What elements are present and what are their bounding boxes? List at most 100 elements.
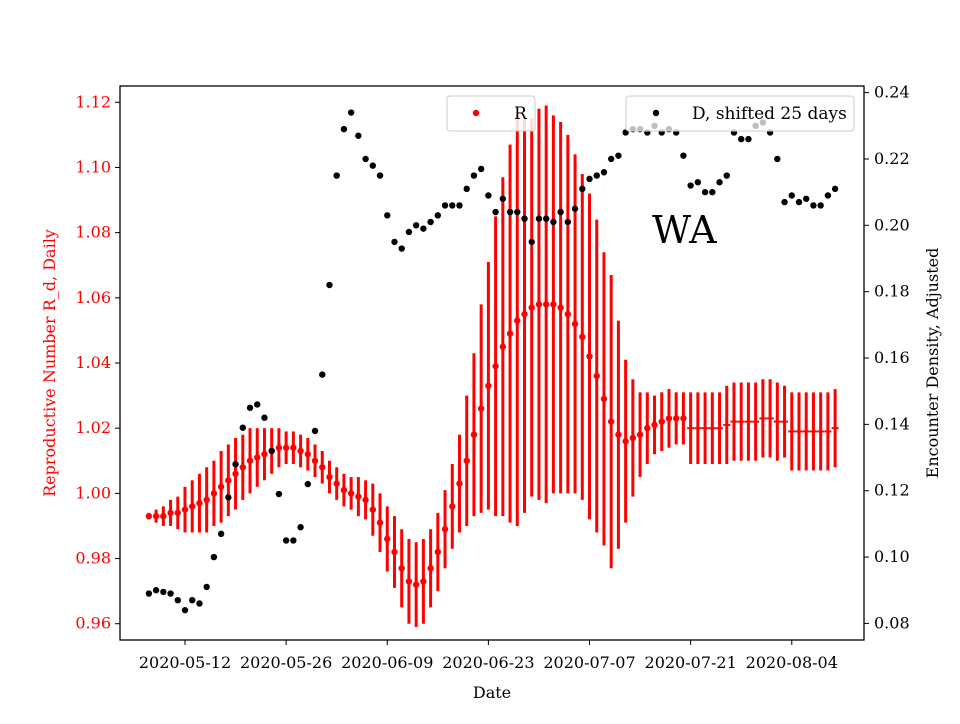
r-point	[622, 438, 629, 445]
r-point	[434, 548, 442, 556]
d-point	[492, 208, 499, 216]
r-point	[586, 353, 593, 360]
r-point	[203, 496, 210, 504]
r-point	[391, 548, 398, 556]
right-y-tick-label: 0.08	[874, 613, 910, 632]
r-point	[680, 415, 687, 422]
x-tick-label: 2020-05-26	[240, 653, 332, 672]
r-point	[275, 444, 283, 451]
state-annotation: WA	[652, 208, 717, 252]
r-point	[326, 473, 333, 481]
d-point	[463, 185, 470, 193]
r-point	[514, 317, 521, 324]
d-point	[456, 202, 463, 209]
r-point	[528, 304, 535, 311]
r-point	[593, 372, 600, 380]
d-point	[593, 172, 600, 179]
d-point	[275, 490, 283, 498]
d-point	[521, 215, 528, 222]
x-tick-label: 2020-06-23	[442, 653, 534, 672]
r-point	[636, 431, 644, 438]
d-point	[477, 165, 485, 173]
x-tick-label: 2020-08-04	[746, 653, 838, 672]
r-point	[658, 418, 665, 425]
x-tick-label: 2020-05-12	[139, 653, 231, 672]
r-point	[225, 477, 232, 484]
d-point	[542, 215, 550, 222]
d-point	[803, 195, 810, 202]
r-point	[441, 526, 449, 533]
d-point	[738, 135, 745, 143]
d-point	[817, 202, 824, 209]
d-point	[441, 202, 449, 209]
r-point	[492, 363, 499, 370]
d-point	[268, 447, 275, 455]
d-point	[680, 152, 687, 159]
r-point	[564, 310, 572, 318]
d-point	[297, 524, 304, 531]
d-point	[217, 530, 225, 538]
right-y-tick-label: 0.22	[874, 149, 910, 168]
r-point	[319, 464, 326, 471]
r-point	[340, 486, 348, 494]
d-point	[557, 208, 564, 216]
r-point	[160, 512, 167, 520]
x-tick-label: 2020-06-09	[341, 653, 433, 672]
d-point	[145, 590, 153, 597]
r-point	[651, 421, 658, 429]
r-point	[665, 415, 673, 422]
d-point	[333, 172, 340, 179]
r-point	[369, 506, 377, 513]
r-point	[355, 493, 362, 500]
d-point	[427, 218, 434, 226]
d-point	[189, 596, 196, 604]
d-point	[795, 198, 803, 206]
right-y-axis-label: Encounter Density, Adjusted	[923, 248, 942, 479]
r-point	[405, 578, 413, 585]
d-point	[535, 215, 543, 222]
r-point	[297, 447, 304, 455]
d-point	[355, 132, 362, 139]
r-point	[506, 330, 514, 337]
d-point	[694, 179, 702, 186]
d-point	[319, 371, 326, 378]
d-point	[499, 195, 507, 202]
d-point	[449, 202, 456, 209]
left-y-tick-label: 1.08	[75, 223, 111, 242]
d-point	[810, 202, 817, 209]
right-y-tick-label: 0.20	[874, 215, 910, 234]
d-point	[376, 172, 384, 179]
d-point	[485, 192, 492, 199]
d-point	[398, 245, 405, 252]
r-point	[254, 454, 261, 461]
d-point	[781, 198, 788, 206]
r-point	[535, 301, 543, 308]
d-point	[434, 212, 442, 219]
x-tick-label: 2020-07-07	[543, 653, 635, 672]
d-point	[167, 590, 174, 597]
r-point	[477, 405, 485, 412]
r-point	[304, 451, 312, 458]
left-y-tick-label: 1.00	[75, 483, 111, 502]
d-point	[716, 179, 723, 186]
d-point	[232, 460, 239, 468]
d-point	[586, 175, 593, 183]
d-point	[470, 172, 478, 179]
left-y-tick-label: 0.98	[75, 549, 111, 568]
d-point	[311, 427, 319, 435]
legend-d-marker	[652, 109, 660, 117]
right-y-axis: 0.08 0.10 0.12 0.14 0.16 0.18 0.20 0.22 0.24	[864, 83, 910, 632]
d-point	[514, 208, 521, 216]
d-point	[607, 155, 615, 163]
d-point	[225, 494, 232, 501]
right-y-tick-label: 0.18	[874, 282, 910, 301]
legend-d: D, shifted 25 days	[625, 95, 855, 132]
d-point	[709, 188, 716, 196]
r-point	[629, 434, 637, 442]
d-point	[282, 537, 290, 544]
d-point	[420, 225, 427, 232]
r-point	[362, 496, 369, 504]
d-point	[210, 553, 218, 561]
d-point	[506, 208, 514, 216]
